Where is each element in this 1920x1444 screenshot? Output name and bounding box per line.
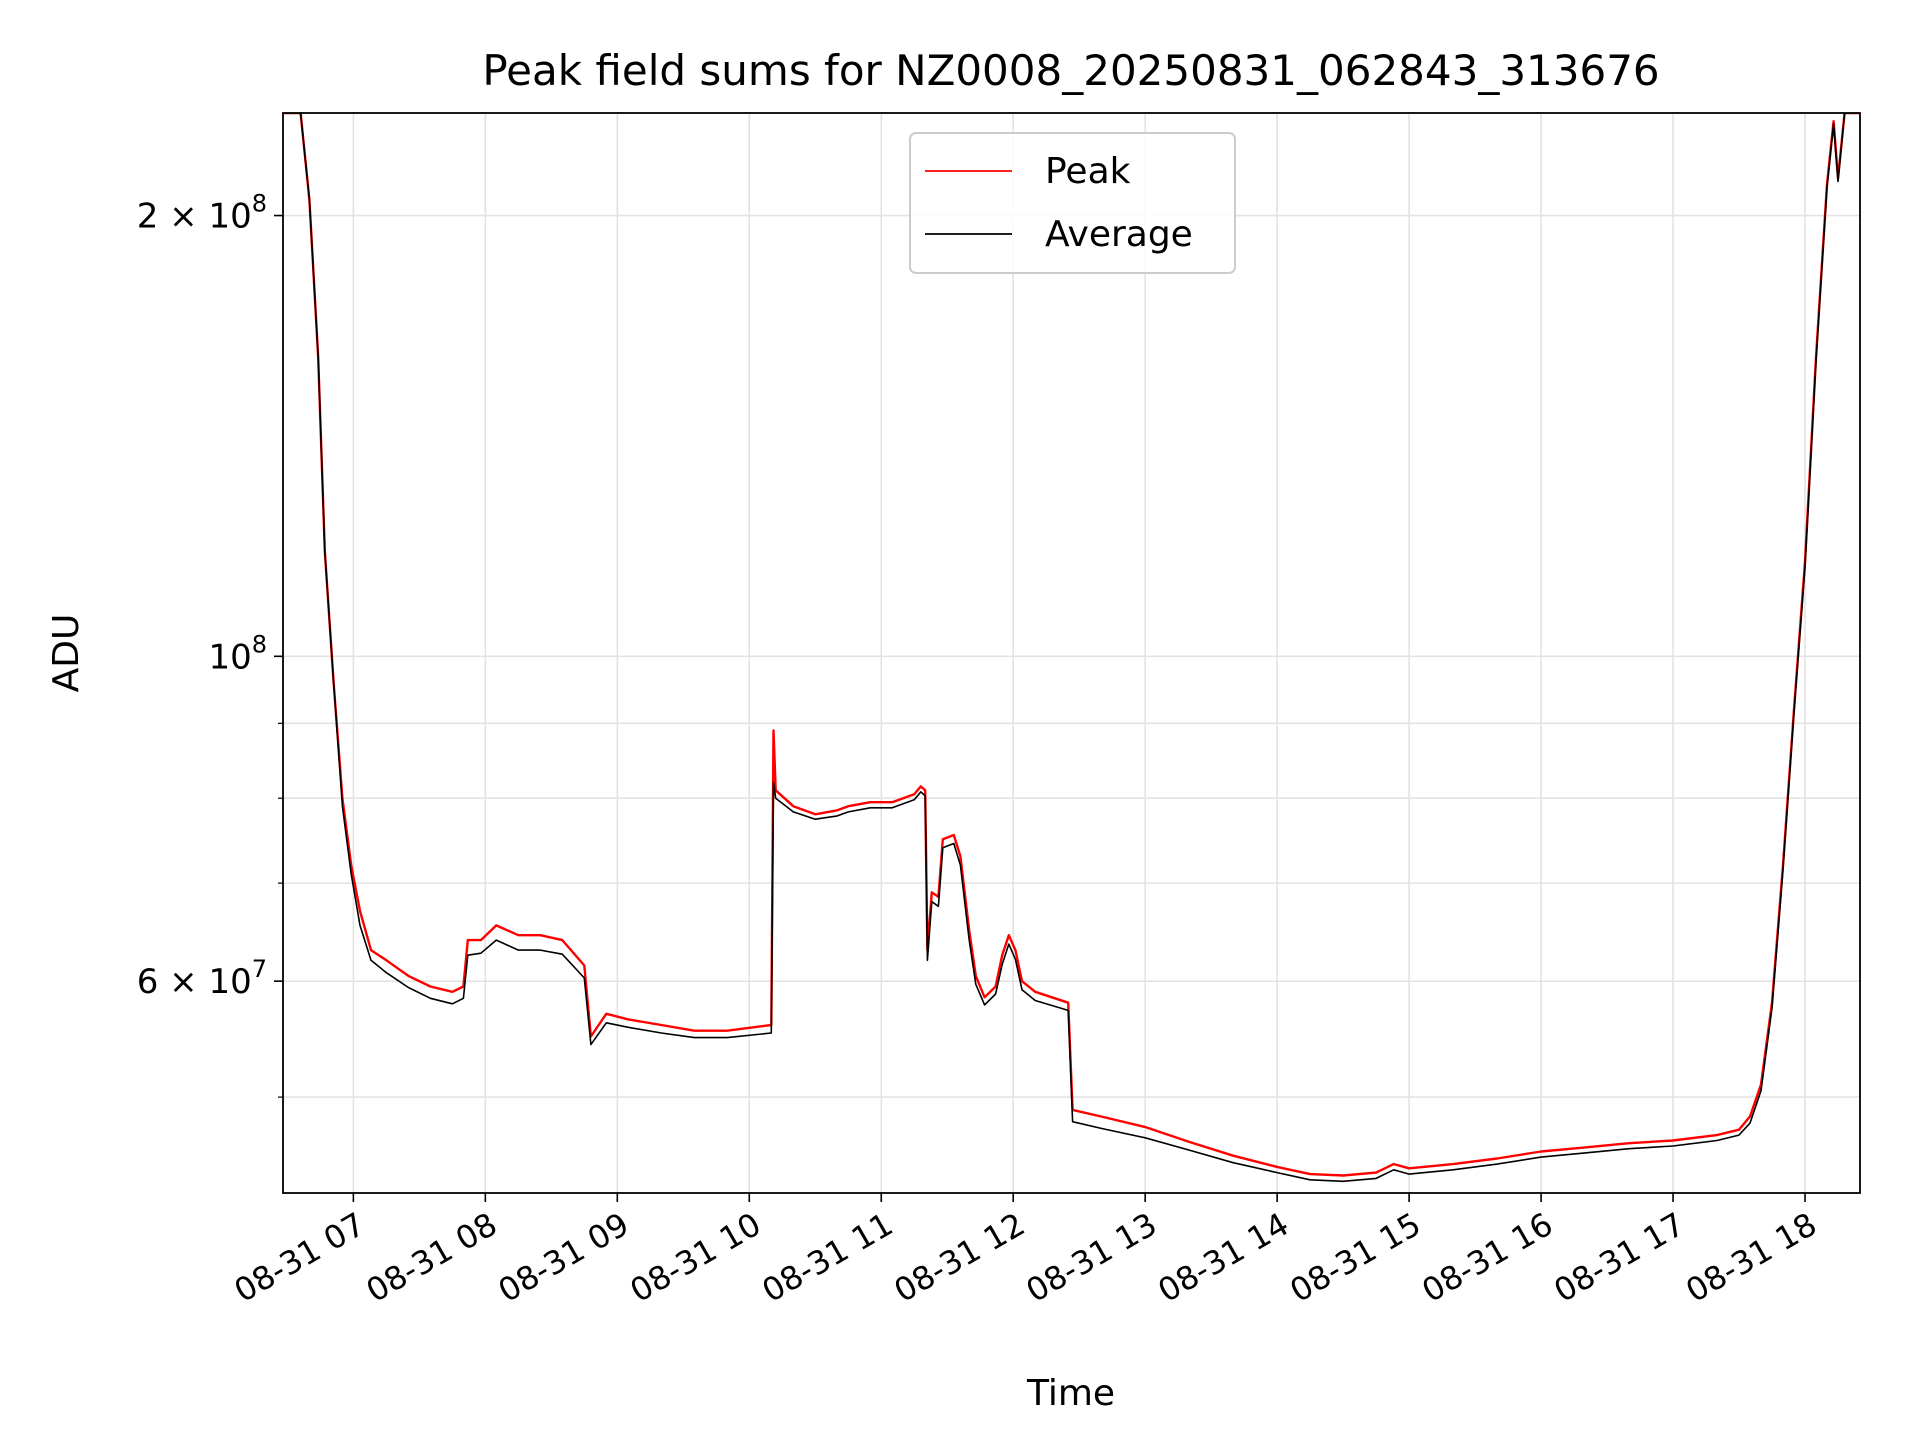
series-line-average — [283, 113, 1860, 1183]
legend-box — [909, 132, 1236, 274]
y-tick-exponent: 8 — [252, 190, 267, 218]
grid — [283, 113, 1860, 1193]
y-tick-base: 10 — [208, 637, 251, 677]
plot-frame — [282, 112, 1861, 1194]
y-axis-label: ADU — [46, 614, 87, 693]
x-axis-label: Time — [1026, 1373, 1115, 1414]
y-tick-base: 6 × 10 — [137, 962, 252, 1002]
series-lines — [283, 113, 1860, 1183]
y-tick-exponent: 8 — [252, 630, 267, 658]
legend: Peak Average — [909, 132, 1236, 274]
y-tick-label: 6 × 107 — [137, 955, 267, 1002]
y-tick-label: 108 — [208, 630, 267, 677]
legend-label-average: Average — [1045, 214, 1193, 255]
y-tick-base: 2 × 10 — [137, 197, 252, 237]
legend-label-peak: Peak — [1045, 151, 1131, 192]
y-tick-exponent: 7 — [252, 955, 267, 983]
series-line-peak — [283, 113, 1860, 1177]
y-tick-label: 2 × 108 — [137, 190, 267, 237]
chart-title: Peak field sums for NZ0008_20250831_0628… — [482, 46, 1659, 95]
